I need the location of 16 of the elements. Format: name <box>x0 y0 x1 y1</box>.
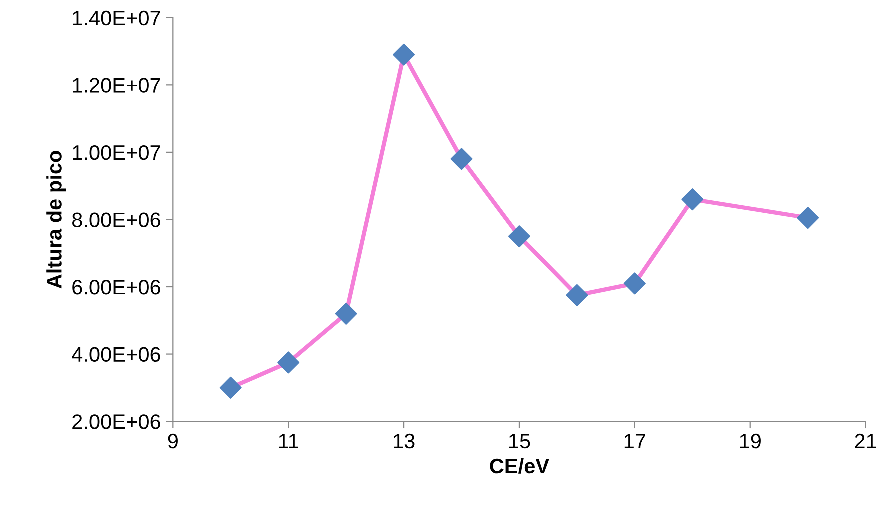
x-tick-label: 11 <box>279 434 298 448</box>
x-axis-title: CE/eV <box>490 458 550 474</box>
y-tick-label: 1.40E+07 <box>73 10 160 26</box>
y-tick-label: 2.00E+06 <box>72 414 160 430</box>
x-tick-label: 19 <box>740 434 761 449</box>
x-tick-label: 15 <box>509 434 530 449</box>
y-tick-label: 4.00E+06 <box>72 347 160 362</box>
y-tick-label: 1.20E+07 <box>73 78 160 93</box>
y-tick-label: 1.00E+07 <box>73 145 160 160</box>
x-tick-label: 9 <box>168 434 178 449</box>
y-tick-label: 8.00E+06 <box>72 212 160 228</box>
x-tick-label: 13 <box>394 434 415 449</box>
x-tick-label: 17 <box>624 434 646 448</box>
y-axis-title: Altura de pico <box>46 151 66 289</box>
x-tick-label: 21 <box>855 434 876 448</box>
y-tick-label: 6.00E+06 <box>72 280 160 295</box>
